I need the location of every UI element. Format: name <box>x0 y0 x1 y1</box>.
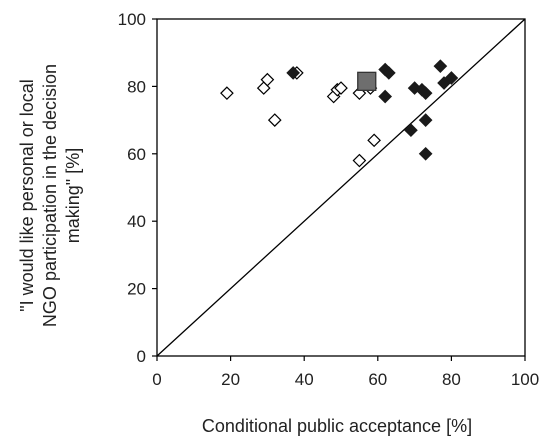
x-tick-label: 20 <box>221 370 240 389</box>
x-tick-label: 60 <box>368 370 387 389</box>
y-tick-label: 60 <box>127 145 146 164</box>
data-point-square <box>357 71 377 91</box>
diagonal-reference-line <box>156 18 526 357</box>
plot-frame <box>156 18 526 357</box>
y-tick-label: 80 <box>127 77 146 96</box>
y-tick-label: 20 <box>127 280 146 299</box>
data-point-open-diamond <box>267 113 282 127</box>
data-point-filled-diamond <box>381 66 396 80</box>
x-tick-label: 0 <box>152 370 161 389</box>
x-tick-label: 80 <box>442 370 461 389</box>
data-point-filled-diamond <box>418 113 433 127</box>
data-point-open-diamond <box>367 133 381 148</box>
data-point-filled-diamond <box>418 146 433 161</box>
data-points <box>220 59 459 168</box>
y-tick-label: 0 <box>137 347 146 366</box>
data-point-open-diamond <box>334 81 348 95</box>
y-axis-title-line: NGO participation in the decision <box>40 64 60 327</box>
y-axis-title-line: making" [%] <box>63 148 83 243</box>
data-point-filled-diamond <box>444 71 459 85</box>
x-axis-ticks: 0 20 40 60 80 100 <box>152 356 539 389</box>
data-point-open-diamond <box>352 153 367 168</box>
x-tick-label: 40 <box>295 370 314 389</box>
y-tick-label: 100 <box>118 10 146 29</box>
y-axis-title-line: "I would like personal or local <box>17 79 37 312</box>
data-point-filled-diamond <box>418 86 433 100</box>
y-tick-label: 40 <box>127 212 146 231</box>
y-axis-title: "I would like personal or local NGO parti… <box>17 64 83 327</box>
data-point-open-diamond <box>220 86 234 100</box>
x-axis-title: Conditional public acceptance [%] <box>202 416 472 436</box>
y-axis-ticks: 0 20 40 60 80 100 <box>118 10 157 366</box>
data-point-filled-diamond <box>378 89 393 104</box>
x-tick-label: 100 <box>511 370 539 389</box>
data-point-filled-diamond <box>433 59 448 74</box>
data-point-open-diamond <box>260 72 275 87</box>
axes <box>156 18 526 357</box>
data-point-filled-diamond <box>404 123 418 138</box>
data-point-filled-diamond <box>286 66 301 80</box>
